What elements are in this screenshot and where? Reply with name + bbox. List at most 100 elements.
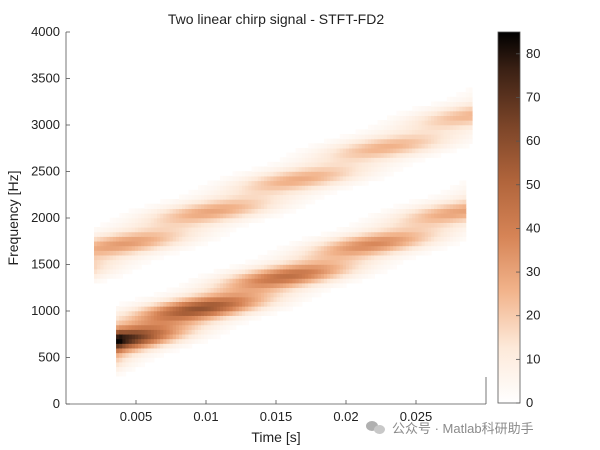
heatmap-cell [468, 138, 473, 144]
heatmap-cell [207, 310, 212, 316]
heatmap-cell [355, 157, 360, 163]
heatmap-cell [147, 231, 152, 237]
heatmap-cell [355, 254, 360, 261]
heatmap-cell [314, 166, 319, 172]
heatmap-cell [207, 203, 212, 209]
heatmap-cell [194, 236, 199, 242]
heatmap-cell [283, 282, 287, 289]
heatmap-cell [317, 147, 322, 154]
heatmap-cell [393, 152, 397, 158]
heatmap-cell [175, 310, 180, 316]
heatmap-cell [232, 296, 237, 302]
heatmap-cell [283, 208, 287, 214]
heatmap-cell [131, 310, 136, 316]
heatmap-cell [314, 175, 319, 182]
heatmap-cell [185, 203, 190, 209]
heatmap-cell [106, 268, 111, 275]
heatmap-cell [330, 250, 334, 256]
heatmap-cell [185, 329, 190, 335]
heatmap-cell [226, 306, 231, 312]
heatmap-cell [446, 222, 451, 228]
heatmap-cell [232, 171, 237, 177]
heatmap-cell [371, 231, 375, 237]
heatmap-cell [245, 185, 249, 191]
heatmap-cell [371, 147, 375, 154]
heatmap-cell [424, 222, 429, 228]
heatmap-cell [440, 194, 445, 200]
heatmap-cell [314, 236, 319, 242]
heatmap-cell [220, 180, 224, 186]
heatmap-cell [390, 152, 394, 158]
heatmap-cell [166, 208, 171, 214]
heatmap-cell [257, 166, 262, 172]
heatmap-cell [251, 180, 256, 186]
heatmap-cell [336, 236, 341, 242]
heatmap-cell [418, 157, 423, 163]
heatmap-cell [226, 278, 231, 284]
heatmap-cell [264, 180, 268, 186]
heatmap-cell [141, 208, 145, 214]
heatmap-cell [267, 306, 271, 312]
heatmap-cell [286, 292, 290, 298]
heatmap-cell [399, 166, 404, 172]
heatmap-cell [238, 222, 243, 228]
heatmap-cell [346, 185, 350, 191]
heatmap-cell [226, 203, 231, 209]
heatmap-cell [405, 236, 410, 242]
heatmap-cell [232, 213, 237, 219]
heatmap-cell [368, 157, 372, 163]
heatmap-cell [405, 120, 410, 126]
heatmap-cell [298, 199, 303, 205]
heatmap-cell [437, 129, 442, 135]
heatmap-cell [453, 134, 457, 140]
heatmap-cell [427, 124, 432, 130]
heatmap-cell [204, 310, 208, 316]
heatmap-cell [405, 143, 410, 149]
heatmap-cell [330, 245, 334, 251]
heatmap-cell [188, 315, 193, 321]
heatmap-cell [415, 124, 420, 130]
heatmap-cell [141, 315, 145, 321]
heatmap-cell [188, 296, 193, 302]
heatmap-cell [134, 254, 139, 261]
heatmap-cell [207, 180, 212, 186]
heatmap-cell [279, 171, 284, 177]
heatmap-cell [371, 259, 375, 265]
heatmap-cell [194, 199, 199, 205]
heatmap-cell [456, 213, 460, 219]
heatmap-cell [427, 138, 432, 144]
heatmap-cell [333, 166, 338, 172]
heatmap-cell [128, 250, 133, 256]
heatmap-cell [305, 161, 309, 168]
heatmap-cell [94, 268, 98, 275]
heatmap-cell [292, 157, 297, 163]
heatmap-cell [462, 92, 467, 98]
heatmap-cell [415, 110, 420, 116]
heatmap-cell [374, 268, 379, 275]
heatmap-cell [358, 138, 363, 144]
heatmap-cell [431, 110, 435, 116]
heatmap-cell [238, 194, 243, 200]
heatmap-cell [459, 134, 464, 140]
heatmap-cell [138, 333, 142, 340]
heatmap-cell [449, 143, 454, 149]
heatmap-cell [361, 268, 366, 275]
heatmap-cell [289, 282, 294, 289]
heatmap-cell [157, 301, 161, 307]
heatmap-cell [175, 301, 180, 307]
heatmap-cell [260, 166, 265, 172]
heatmap-cell [427, 143, 432, 149]
heatmap-cell [235, 194, 240, 200]
heatmap-cell [157, 296, 161, 302]
heatmap-cell [462, 203, 467, 209]
heatmap-cell [364, 180, 369, 186]
heatmap-cell [314, 180, 319, 186]
heatmap-cell [443, 147, 448, 154]
heatmap-cell [238, 189, 243, 196]
heatmap-cell [311, 180, 316, 186]
heatmap-cell [456, 110, 460, 116]
heatmap-cell [380, 231, 385, 237]
heatmap-cell [409, 152, 413, 158]
heatmap-cell [141, 324, 145, 330]
heatmap-cell [323, 161, 328, 168]
